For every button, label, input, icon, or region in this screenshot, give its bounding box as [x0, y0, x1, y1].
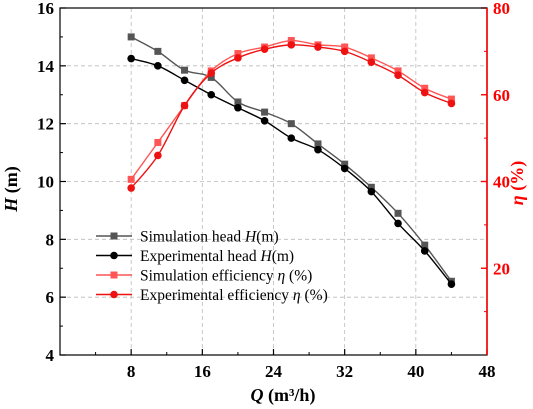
- series-2: [127, 54, 456, 288]
- x-axis-title: Q (m³/h): [251, 385, 316, 406]
- data-point: [367, 187, 376, 196]
- data-point: [234, 103, 242, 112]
- right-tick-label: 80: [493, 0, 510, 18]
- data-point: [127, 54, 135, 63]
- data-point: [154, 47, 162, 55]
- legend-label: Experimental head H(m): [140, 248, 294, 265]
- x-tick-label: 8: [127, 362, 136, 381]
- data-point: [420, 247, 429, 255]
- legend-swatch-marker: [110, 290, 118, 299]
- left-tick-label: 16: [37, 0, 54, 18]
- grid-lines: [60, 8, 487, 355]
- legend-item-1: Simulation head H(m): [96, 229, 279, 246]
- data-point: [287, 37, 295, 45]
- right-tick-label: 40: [493, 173, 510, 192]
- y-axis-left-title: H (m): [1, 166, 22, 213]
- series-3: [127, 37, 455, 183]
- data-point: [127, 33, 135, 41]
- data-point: [314, 140, 322, 148]
- data-point: [287, 41, 296, 49]
- legend-label: Simulation head H(m): [140, 229, 279, 246]
- data-point: [394, 209, 402, 217]
- data-point: [394, 71, 402, 80]
- data-point: [181, 66, 189, 74]
- x-axis-ticks: 8 16 24 32 40 48: [95, 349, 496, 381]
- data-point: [340, 164, 349, 173]
- right-tick-label: 60: [493, 86, 510, 105]
- left-tick-label: 10: [37, 173, 54, 192]
- x-tick-label: 40: [407, 362, 424, 381]
- series-4: [127, 41, 456, 192]
- data-point: [180, 101, 189, 110]
- left-tick-label: 4: [46, 346, 55, 365]
- left-tick-label: 8: [46, 230, 55, 249]
- left-tick-label: 14: [37, 57, 55, 76]
- data-point: [180, 76, 189, 85]
- legend-swatch-marker: [110, 232, 118, 240]
- data-point: [367, 183, 375, 191]
- right-axis-ticks: 20 40 60 80: [481, 0, 510, 313]
- legend-swatch-marker: [110, 251, 118, 260]
- data-point: [421, 84, 429, 92]
- data-point: [314, 145, 322, 154]
- series-layer: [127, 33, 456, 288]
- data-point: [154, 151, 162, 160]
- data-point: [154, 62, 162, 70]
- data-point: [260, 116, 269, 125]
- data-point: [314, 43, 322, 51]
- data-point: [234, 50, 242, 58]
- data-point: [207, 73, 215, 81]
- data-point: [340, 47, 349, 56]
- legend-item-3: Simulation efficiency η (%): [96, 268, 312, 285]
- data-point: [421, 241, 429, 249]
- x-tick-label: 32: [336, 362, 353, 381]
- data-point: [447, 95, 455, 103]
- x-tick-label: 24: [265, 362, 283, 381]
- data-point: [447, 99, 456, 108]
- legend-item-2: Experimental head H(m): [96, 248, 294, 265]
- x-tick-label: 16: [194, 362, 211, 381]
- data-point: [420, 88, 429, 97]
- data-point: [367, 54, 375, 62]
- legend-item-4: Experimental efficiency η (%): [96, 287, 328, 304]
- left-tick-label: 12: [37, 115, 54, 134]
- legend-label: Experimental efficiency η (%): [140, 287, 328, 304]
- data-point: [287, 134, 296, 142]
- data-point: [341, 43, 349, 51]
- y-axis-right-title: η (%): [507, 161, 528, 205]
- data-point: [367, 58, 376, 67]
- data-point: [154, 138, 162, 146]
- data-point: [341, 160, 349, 168]
- left-tick-label: 6: [46, 288, 55, 307]
- data-point: [287, 120, 295, 128]
- series-line: [130, 39, 452, 180]
- right-tick-label: 20: [493, 259, 510, 278]
- data-point: [127, 184, 135, 192]
- legend: Simulation head H(m) Experimental head H(…: [96, 229, 328, 304]
- data-point: [234, 54, 242, 62]
- data-point: [207, 69, 216, 77]
- data-point: [127, 175, 135, 183]
- legend-swatch-marker: [110, 271, 118, 279]
- legend-label: Simulation efficiency η (%): [140, 268, 312, 285]
- data-point: [234, 98, 242, 106]
- left-axis-ticks: 4 6 8 10 12 14 16: [37, 0, 66, 365]
- data-point: [394, 219, 402, 228]
- data-point: [394, 67, 402, 75]
- data-point: [260, 45, 269, 54]
- data-point: [261, 108, 269, 116]
- data-point: [447, 280, 456, 288]
- x-tick-label: 48: [479, 362, 496, 381]
- data-point: [207, 90, 216, 99]
